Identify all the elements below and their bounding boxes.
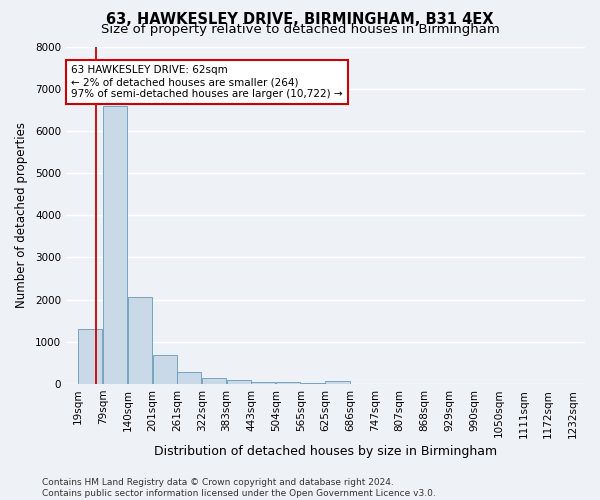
Text: Size of property relative to detached houses in Birmingham: Size of property relative to detached ho… — [101, 22, 499, 36]
Bar — [251, 382, 275, 384]
Bar — [227, 380, 251, 384]
Y-axis label: Number of detached properties: Number of detached properties — [15, 122, 28, 308]
Bar — [152, 356, 176, 384]
Bar — [177, 372, 201, 384]
Bar — [325, 381, 350, 384]
Bar — [128, 298, 152, 384]
X-axis label: Distribution of detached houses by size in Birmingham: Distribution of detached houses by size … — [154, 444, 497, 458]
Bar — [301, 383, 325, 384]
Bar — [79, 329, 103, 384]
Text: 63 HAWKESLEY DRIVE: 62sqm
← 2% of detached houses are smaller (264)
97% of semi-: 63 HAWKESLEY DRIVE: 62sqm ← 2% of detach… — [71, 66, 343, 98]
Bar — [202, 378, 226, 384]
Text: Contains HM Land Registry data © Crown copyright and database right 2024.
Contai: Contains HM Land Registry data © Crown c… — [42, 478, 436, 498]
Bar — [103, 106, 127, 384]
Bar — [276, 382, 300, 384]
Text: 63, HAWKESLEY DRIVE, BIRMINGHAM, B31 4EX: 63, HAWKESLEY DRIVE, BIRMINGHAM, B31 4EX — [106, 12, 494, 28]
